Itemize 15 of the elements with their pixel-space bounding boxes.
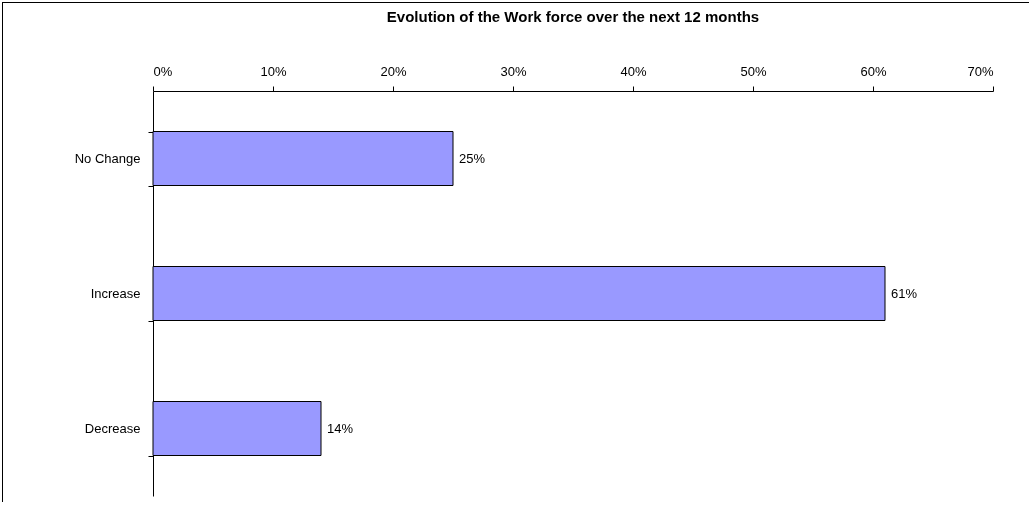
x-tick-label: 40% xyxy=(620,63,647,79)
y-tick-label: No Change xyxy=(74,151,141,166)
x-tick-label: 60% xyxy=(860,63,887,79)
x-tick-label: 0% xyxy=(153,63,173,79)
chart-title: Evolution of the Work force over the next 12 months xyxy=(386,8,760,25)
x-tick-label: 10% xyxy=(260,63,287,79)
y-tick-label: Increase xyxy=(90,286,141,301)
y-tick-label: Decrease xyxy=(84,421,141,436)
x-tick-label: 70% xyxy=(967,63,994,79)
x-tick-label: 50% xyxy=(740,63,767,79)
data-label: 14% xyxy=(327,420,354,436)
data-label: 25% xyxy=(459,150,486,166)
data-label: 61% xyxy=(891,285,918,301)
x-tick-label: 20% xyxy=(380,63,407,79)
x-tick-label: 30% xyxy=(500,63,527,79)
